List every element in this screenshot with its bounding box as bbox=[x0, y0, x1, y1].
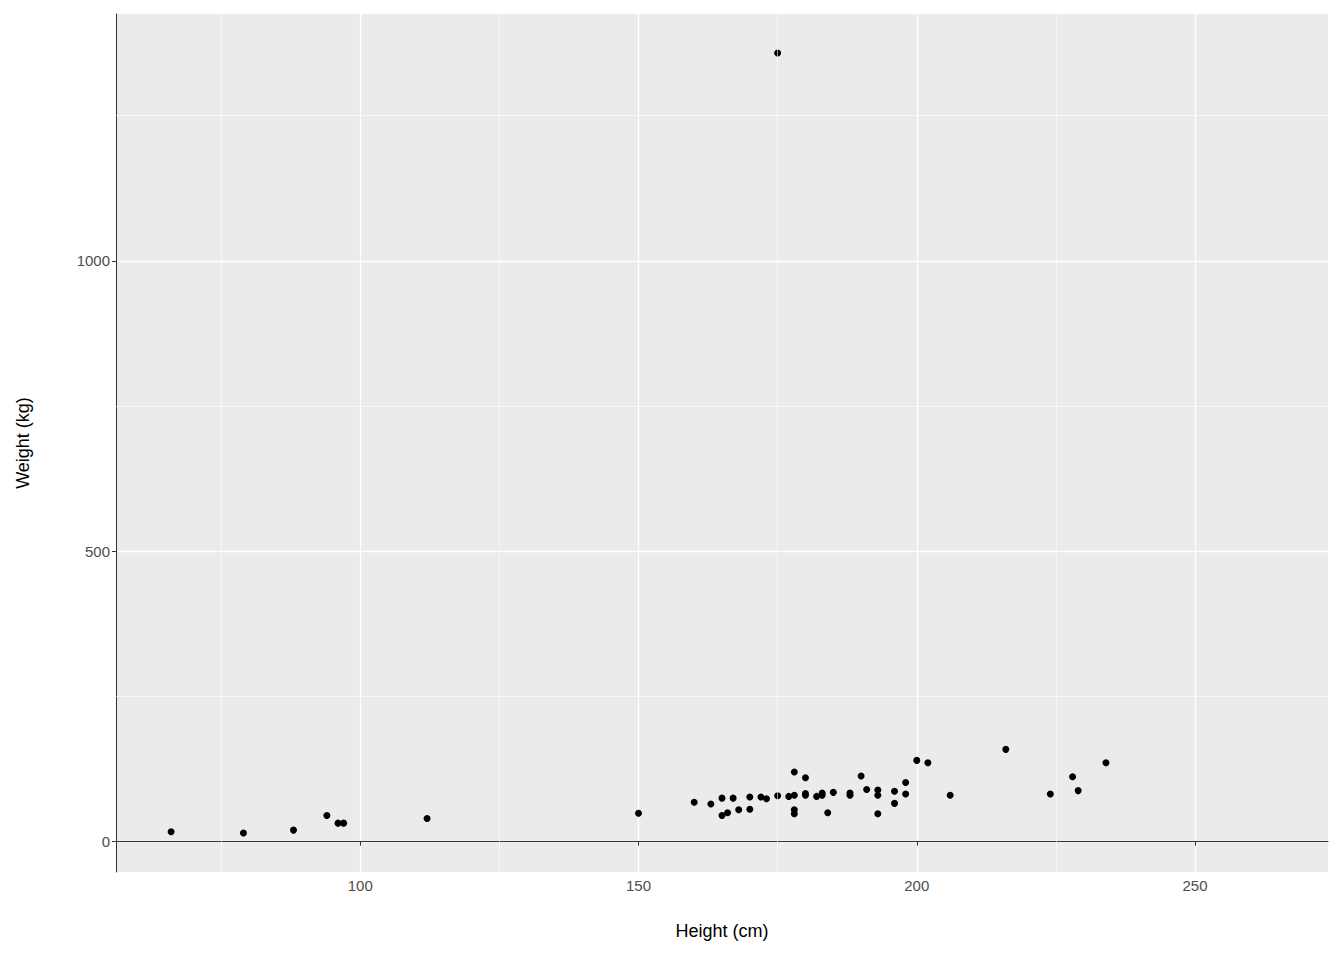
svg-text:150: 150 bbox=[626, 877, 651, 894]
svg-text:Height (cm): Height (cm) bbox=[675, 921, 768, 941]
svg-text:500: 500 bbox=[85, 543, 110, 560]
svg-text:250: 250 bbox=[1182, 877, 1207, 894]
svg-text:0: 0 bbox=[102, 833, 110, 850]
svg-text:1000: 1000 bbox=[77, 252, 110, 269]
svg-text:Weight (kg): Weight (kg) bbox=[13, 397, 33, 489]
svg-text:100: 100 bbox=[348, 877, 373, 894]
svg-text:200: 200 bbox=[904, 877, 929, 894]
